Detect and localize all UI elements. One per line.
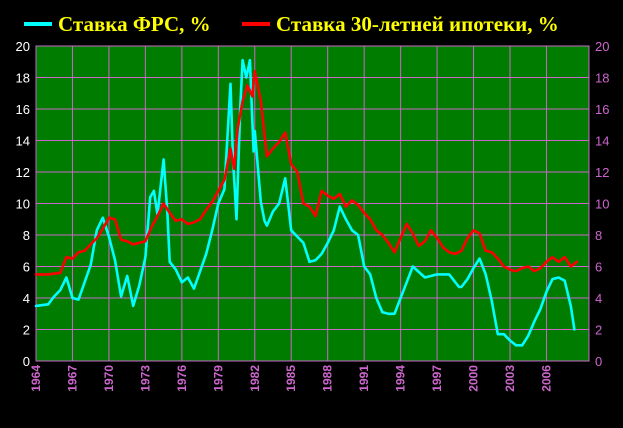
y-axis-right: 0 2 4 6 8 10 12 14 16 18 20: [595, 39, 609, 369]
x-tick-1997: 1997: [430, 365, 444, 392]
y-tick-right-12: 12: [595, 165, 609, 180]
y-tick-left-16: 16: [16, 102, 30, 117]
y-tick-left-12: 12: [16, 165, 30, 180]
y-tick-left-6: 6: [23, 260, 30, 275]
y-tick-left-8: 8: [23, 228, 30, 243]
x-tick-1964: 1964: [29, 365, 43, 392]
x-tick-1970: 1970: [102, 365, 116, 392]
x-tick-1991: 1991: [357, 365, 371, 392]
series-line-mortgage-rate: [34, 69, 579, 276]
x-tick-1994: 1994: [394, 365, 408, 392]
x-tick-1979: 1979: [211, 365, 225, 392]
y-tick-left-18: 18: [16, 71, 30, 86]
y-tick-right-14: 14: [595, 134, 609, 149]
y-tick-right-2: 2: [595, 323, 602, 338]
x-tick-2006: 2006: [539, 365, 553, 392]
legend: Ставка ФРС, % Ставка 30-летней ипотеки, …: [24, 12, 559, 36]
y-tick-right-18: 18: [595, 71, 609, 86]
grid: [35, 45, 590, 362]
x-tick-1982: 1982: [248, 365, 262, 392]
x-tick-1988: 1988: [321, 365, 335, 392]
x-tick-1985: 1985: [284, 365, 298, 392]
y-tick-left-14: 14: [16, 134, 30, 149]
plot-border: [35, 45, 590, 362]
y-axis-left: 0 2 4 6 8 10 12 14 16 18 20: [16, 39, 30, 369]
x-tick-1976: 1976: [175, 365, 189, 392]
x-tick-1973: 1973: [138, 365, 152, 392]
series-layer: [34, 58, 579, 347]
y-tick-right-6: 6: [595, 260, 602, 275]
legend-label-fed-rate: Ставка ФРС, %: [58, 12, 211, 36]
y-tick-right-10: 10: [595, 197, 609, 212]
x-tick-2000: 2000: [467, 365, 481, 392]
y-tick-right-4: 4: [595, 291, 602, 306]
x-tick-1967: 1967: [65, 365, 79, 392]
y-tick-right-0: 0: [595, 354, 602, 369]
x-axis: 1964 1967 1970 1973 1976 1979 1982 1985 1988 1991…: [29, 365, 553, 392]
series-line-fed-rate: [34, 58, 576, 347]
x-tick-2003: 2003: [503, 365, 517, 392]
y-tick-left-10: 10: [16, 197, 30, 212]
y-tick-left-0: 0: [23, 354, 30, 369]
y-tick-right-16: 16: [595, 102, 609, 117]
y-tick-right-8: 8: [595, 228, 602, 243]
y-tick-left-4: 4: [23, 291, 30, 306]
y-tick-left-2: 2: [23, 323, 30, 338]
y-tick-left-20: 20: [16, 39, 30, 54]
legend-label-mortgage-rate: Ставка 30-летней ипотеки, %: [276, 12, 559, 36]
y-tick-right-20: 20: [595, 39, 609, 54]
